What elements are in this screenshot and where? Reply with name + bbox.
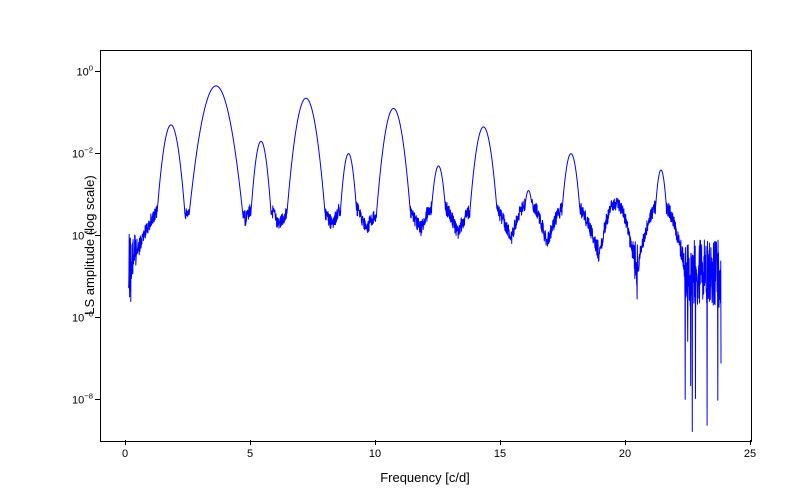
ls-spectrum-line <box>101 51 751 441</box>
y-axis-label: LS amplitude (log scale) <box>82 175 97 314</box>
x-tick <box>750 440 751 445</box>
y-tick-label: 10−2 <box>55 145 93 160</box>
x-tick <box>125 440 126 445</box>
chart-container: LS amplitude (log scale) Frequency [c/d]… <box>0 0 800 500</box>
y-tick <box>95 235 100 236</box>
x-tick-label: 10 <box>369 448 381 460</box>
x-tick <box>625 440 626 445</box>
x-tick-label: 5 <box>247 448 253 460</box>
y-tick <box>95 71 100 72</box>
y-tick <box>95 153 100 154</box>
x-axis-label: Frequency [c/d] <box>380 470 470 485</box>
x-tick <box>375 440 376 445</box>
x-tick-label: 20 <box>619 448 631 460</box>
y-tick-label: 100 <box>55 63 93 78</box>
y-tick-label: 10−6 <box>55 310 93 325</box>
plot-area <box>100 50 752 442</box>
y-tick-label: 10−4 <box>55 227 93 242</box>
y-tick <box>95 399 100 400</box>
x-tick <box>250 440 251 445</box>
y-tick <box>95 317 100 318</box>
x-tick-label: 25 <box>744 448 756 460</box>
x-tick-label: 0 <box>122 448 128 460</box>
y-tick-label: 10−8 <box>55 392 93 407</box>
x-tick <box>500 440 501 445</box>
x-tick-label: 15 <box>494 448 506 460</box>
